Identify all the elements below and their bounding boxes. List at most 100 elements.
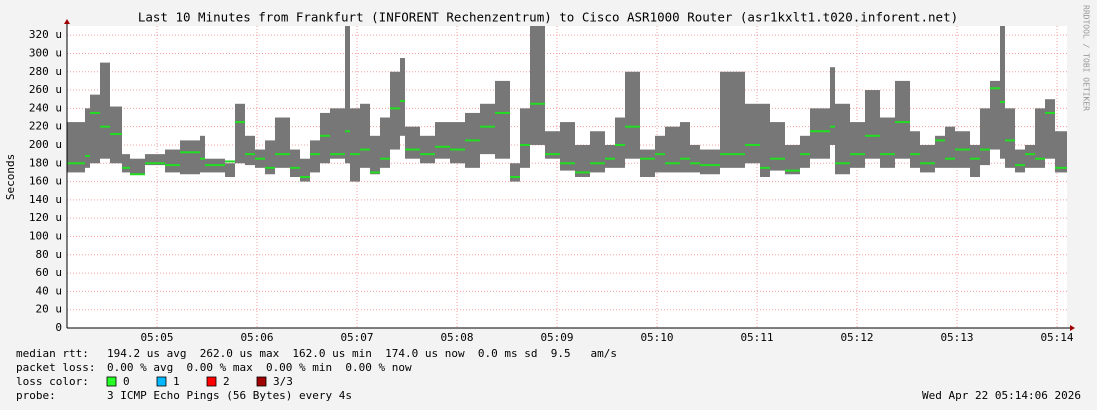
y-tick-label: 280 u (29, 65, 62, 78)
rtt-range (785, 144, 800, 175)
median-rtt (880, 153, 895, 156)
y-tick-label: 240 u (29, 101, 62, 114)
median-rtt (720, 153, 745, 156)
footer-text: 194.2 us avg 262.0 us max 162.0 us min 1… (107, 347, 617, 360)
rtt-range (760, 103, 770, 177)
median-rtt (510, 176, 520, 178)
median-rtt (700, 164, 720, 167)
y-tick-label: 120 u (29, 211, 62, 224)
rtt-range (745, 103, 760, 164)
median-rtt (690, 162, 700, 165)
median-rtt (225, 160, 235, 163)
loss-color-label: 0 (123, 375, 130, 388)
y-tick-label: 200 u (29, 138, 62, 151)
loss-color-swatch (106, 376, 117, 387)
rtt-range (67, 122, 85, 173)
rtt-range (1045, 99, 1055, 159)
y-tick-label: 140 u (29, 193, 62, 206)
rtt-range (700, 149, 720, 175)
median-rtt (590, 162, 605, 165)
median-rtt (800, 153, 810, 156)
rtt-range (625, 71, 640, 159)
rtt-range (895, 80, 910, 159)
loss-color-swatch (256, 376, 267, 387)
median-rtt (520, 143, 530, 146)
median-rtt (200, 157, 205, 160)
median-rtt (680, 157, 690, 160)
median-rtt (480, 125, 495, 128)
median-rtt (615, 143, 625, 146)
rtt-range (235, 103, 245, 164)
rtt-range (865, 90, 880, 159)
median-rtt (165, 164, 180, 167)
rtt-range (910, 131, 920, 168)
rtt-range (990, 80, 1000, 150)
median-rtt (245, 153, 255, 156)
rtt-range (680, 122, 690, 173)
median-rtt (745, 143, 760, 146)
rtt-range (85, 108, 90, 168)
rtt-range (130, 158, 145, 175)
rtt-range (300, 158, 310, 182)
median-rtt (67, 162, 85, 165)
rtt-range (225, 163, 235, 177)
rtt-range (480, 103, 495, 155)
y-tick-label: 0 (55, 321, 62, 334)
loss-color-swatch (206, 376, 217, 387)
rtt-range (835, 103, 850, 175)
median-rtt (1000, 100, 1005, 103)
rtt-range (290, 149, 300, 177)
median-rtt (450, 148, 465, 151)
median-rtt (980, 148, 990, 151)
median-rtt (85, 154, 90, 157)
median-rtt (625, 125, 640, 128)
median-rtt (850, 153, 865, 156)
rtt-range (450, 122, 465, 164)
y-tick-label: 320 u (29, 28, 62, 41)
median-rtt (465, 139, 480, 142)
median-rtt (180, 151, 200, 154)
rtt-range (520, 108, 530, 168)
median-rtt (945, 157, 955, 160)
median-rtt (935, 139, 945, 142)
median-rtt (110, 132, 122, 135)
rtt-range (690, 144, 700, 173)
y-tick-label: 80 u (36, 248, 63, 261)
rtt-range (400, 58, 405, 136)
median-rtt (145, 162, 165, 165)
y-tick-label: 40 u (36, 284, 63, 297)
x-tick-label: 05:14 (1040, 331, 1073, 344)
median-rtt (665, 162, 680, 165)
rtt-range (90, 94, 100, 164)
median-rtt (785, 169, 800, 172)
rtt-range (810, 108, 830, 159)
rtt-range (1055, 131, 1067, 173)
y-tick-label: 300 u (29, 46, 62, 59)
median-rtt (1055, 166, 1067, 169)
median-rtt (360, 148, 370, 151)
rtt-range (405, 126, 420, 159)
median-rtt (760, 166, 770, 169)
median-rtt (290, 166, 300, 169)
median-rtt (605, 157, 615, 160)
rtt-range (970, 144, 980, 177)
loss-color-label: 1 (173, 375, 180, 388)
rtt-range (165, 149, 180, 173)
median-rtt (380, 157, 390, 160)
median-rtt (205, 164, 225, 167)
footer-label: packet loss: (16, 361, 95, 374)
rtt-range (590, 131, 605, 173)
median-rtt (370, 171, 380, 174)
median-rtt (810, 130, 830, 133)
median-rtt (830, 125, 835, 128)
median-rtt (495, 111, 510, 114)
rtt-range (1035, 108, 1045, 168)
chart-title: Last 10 Minutes from Frankfurt (INFORENT… (138, 10, 958, 25)
rtt-range (935, 135, 945, 168)
median-rtt (350, 153, 360, 156)
median-rtt (90, 111, 100, 114)
median-rtt (405, 148, 420, 151)
y-tick-label: 220 u (29, 120, 62, 133)
median-rtt (990, 87, 1000, 90)
